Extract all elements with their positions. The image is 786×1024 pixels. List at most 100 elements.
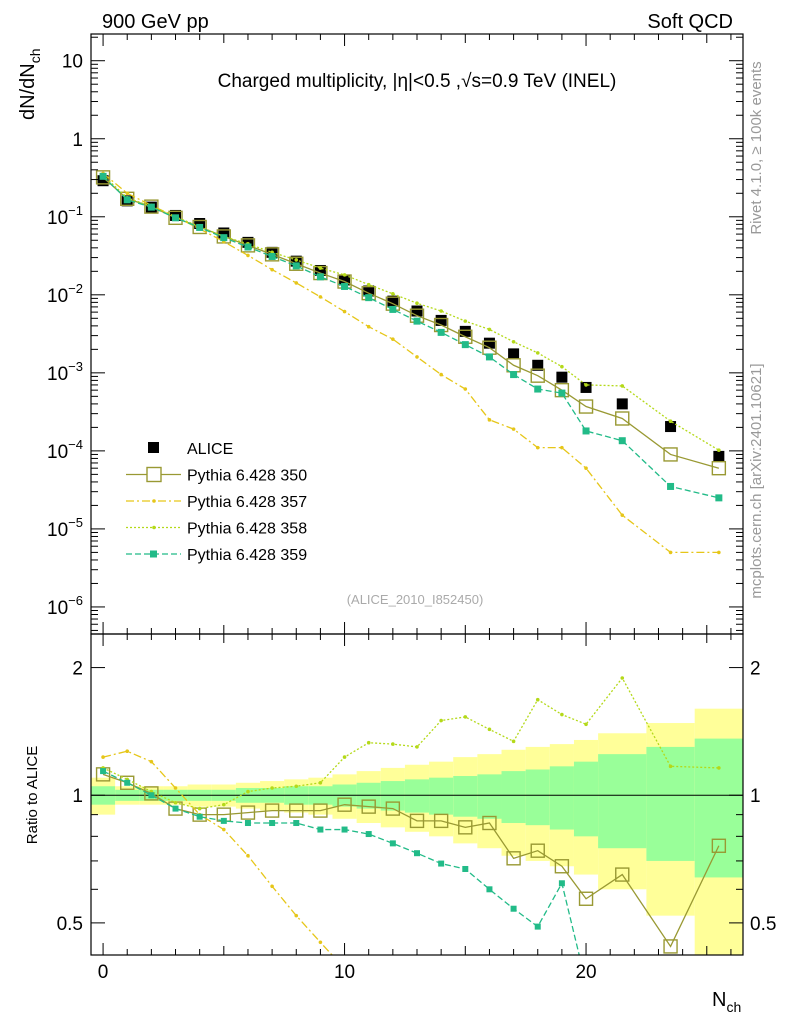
ratio-marker-open-square — [482, 815, 497, 831]
legend-label: Pythia 6.428 357 — [187, 494, 307, 511]
ratio-marker-dot — [560, 712, 564, 717]
y-tick-exp: −5 — [68, 515, 83, 530]
marker-filled-square — [582, 427, 590, 435]
ratio-marker-filled-square — [317, 826, 324, 833]
marker-open-square — [95, 170, 111, 185]
ratio-marker-open-square — [615, 867, 630, 882]
ratio-marker-open-square — [433, 813, 449, 829]
chart-title: Charged multiplicity, |η|<0.5 ,√s=0.9 Te… — [218, 71, 617, 92]
marker-dot — [415, 355, 419, 359]
marker-filled-square — [341, 282, 349, 290]
marker-dot — [415, 301, 419, 306]
marker-dot — [125, 191, 130, 196]
marker-dot — [463, 387, 468, 391]
ratio-marker-open-square — [313, 803, 328, 818]
data-point-alice — [483, 337, 495, 349]
x-axis-label-sub: ch — [726, 999, 741, 1015]
ratio-marker-open-square — [337, 797, 352, 812]
legend-marker — [152, 499, 156, 503]
ratio-y-tick-label: 1 — [72, 786, 83, 807]
ratio-marker-filled-square — [414, 850, 420, 857]
ratio-marker-dot — [125, 749, 130, 754]
y-axis-label-main: dN/dN — [17, 63, 39, 120]
y-tick-exp: −3 — [68, 359, 83, 374]
ratio-marker-dot — [584, 722, 588, 727]
stat-band — [477, 774, 502, 819]
marker-open-square — [711, 460, 727, 476]
marker-dot — [439, 309, 443, 313]
marker-filled-square — [220, 234, 228, 242]
marker-dot — [620, 513, 625, 517]
ratio-marker-dot — [222, 827, 226, 832]
legend-entry-1: Pythia 6.428 350 — [126, 466, 307, 485]
y-tick-exp: −2 — [68, 281, 83, 296]
legend-label: Pythia 6.428 358 — [187, 521, 307, 538]
marker-dot — [717, 550, 721, 555]
ratio-marker-dot — [318, 780, 323, 785]
stat-band — [453, 776, 478, 817]
marker-filled-square — [510, 371, 518, 379]
ratio-marker-dot — [101, 755, 105, 759]
marker-filled-square — [365, 294, 373, 302]
marker-dot — [717, 448, 721, 453]
data-point-alice — [339, 274, 351, 286]
marker-dot — [294, 281, 299, 285]
marker-dot — [584, 466, 588, 470]
ratio-marker-dot — [294, 784, 299, 789]
ratio-marker-open-square — [554, 859, 570, 874]
marker-dot — [487, 418, 492, 422]
marker-dot — [463, 319, 468, 323]
marker-filled-square — [667, 482, 675, 490]
ratio-y-tick-label-right: 2 — [750, 659, 761, 680]
y-tick-label: 10 — [62, 52, 83, 73]
marker-dot — [668, 550, 673, 555]
ratio-marker-filled-square — [341, 826, 348, 833]
marker-dot — [535, 445, 540, 450]
ratio-marker-open-square — [711, 838, 727, 853]
ratio-marker-open-square — [409, 813, 425, 829]
analysis-id: (ALICE_2010_I852450) — [347, 592, 484, 607]
ratio-marker-filled-square — [220, 817, 227, 824]
marker-dot — [560, 445, 564, 450]
marker-dot — [511, 339, 516, 344]
ratio-marker-dot — [270, 786, 274, 790]
marker-open-square — [663, 447, 678, 462]
ratio-marker-open-square — [530, 843, 545, 858]
ratio-marker-open-square — [578, 891, 594, 906]
y-tick-label: 10−6 — [47, 593, 83, 619]
main-panel-series — [95, 170, 727, 555]
ratio-marker-filled-square — [558, 880, 565, 887]
ratio-marker-filled-square — [534, 923, 541, 930]
y-tick-label: 10−5 — [47, 515, 83, 541]
ratio-marker-open-square — [663, 939, 678, 954]
x-axis-label: Nch — [712, 989, 741, 1015]
y-tick-exp: −6 — [68, 593, 83, 608]
ratio-marker-dot — [620, 676, 625, 680]
marker-open-square — [530, 368, 545, 383]
marker-dot — [584, 383, 588, 387]
stat-band — [573, 761, 599, 837]
y-tick-base: 10 — [47, 364, 68, 385]
data-point-alice — [616, 398, 628, 410]
ratio-marker-dot — [511, 739, 516, 744]
stat-band — [598, 754, 647, 849]
marker-dot — [366, 324, 371, 329]
ratio-marker-dot — [197, 806, 202, 811]
ratio-marker-filled-square — [148, 792, 155, 799]
marker-dot — [535, 351, 540, 355]
marker-dot — [391, 292, 395, 296]
marker-open-square — [615, 411, 630, 426]
legend-label: Pythia 6.428 359 — [187, 547, 307, 564]
ratio-marker-dot — [149, 759, 154, 764]
marker-dot — [246, 253, 250, 258]
ratio-marker-filled-square — [172, 805, 179, 812]
stat-band — [646, 746, 695, 861]
marker-dot — [318, 266, 323, 270]
marker-dot — [366, 282, 371, 287]
legend-marker — [146, 466, 162, 483]
marker-filled-square — [244, 243, 252, 251]
y-tick-label: 1 — [72, 130, 83, 151]
y-tick-base: 10 — [47, 208, 68, 229]
ratio-axis-label: Ratio to ALICE — [24, 746, 41, 844]
